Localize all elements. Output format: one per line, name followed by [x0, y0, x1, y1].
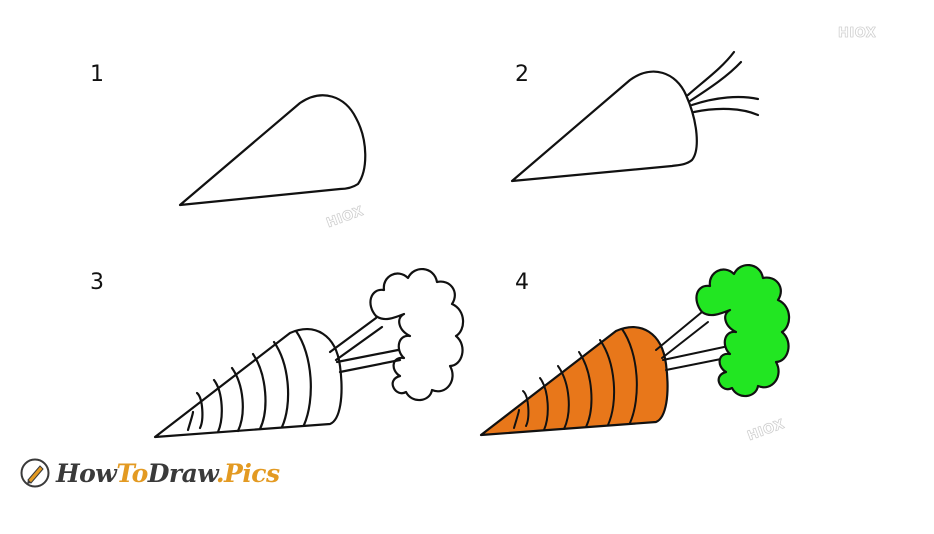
logo-text-draw: Draw — [147, 458, 217, 488]
step-1-carrot-outline — [178, 94, 367, 207]
pencil-icon — [20, 458, 50, 488]
watermark-hiox-top: HIOX — [838, 26, 877, 42]
logo-text-to: To — [116, 458, 148, 488]
step-2-carrot-with-stems — [510, 50, 760, 183]
step-4-carrot-colored — [479, 264, 791, 437]
step-number-3: 3 — [90, 270, 104, 295]
logo-text-pics: .Pics — [215, 458, 280, 488]
step-number-2: 2 — [515, 62, 529, 87]
step-3-carrot-with-ridges — [153, 268, 465, 439]
logo-text-how: How — [56, 458, 117, 488]
howtodraw-logo[interactable]: HowToDraw.Pics — [20, 455, 280, 491]
logo-text: HowToDraw.Pics — [56, 459, 280, 488]
step-number-4: 4 — [515, 270, 529, 295]
step-number-1: 1 — [90, 62, 104, 87]
